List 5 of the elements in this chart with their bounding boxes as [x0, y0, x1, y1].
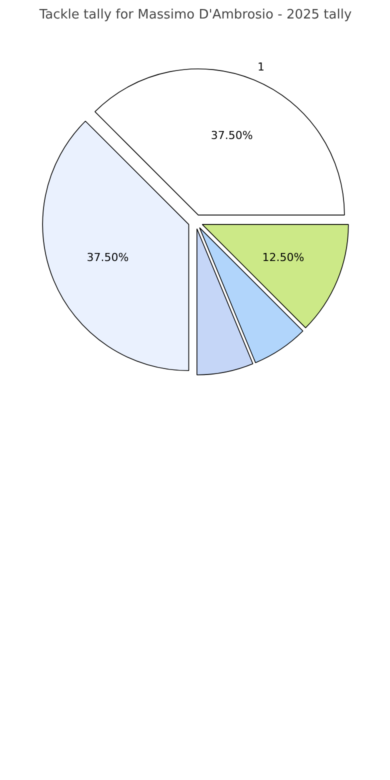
chart-title: Tackle tally for Massimo D'Ambrosio - 2025 tally: [38, 8, 352, 22]
data-label: 37.50%: [210, 128, 253, 142]
slice-label: 1: [257, 60, 264, 74]
data-label: 37.50%: [86, 250, 129, 264]
data-label: 12.50%: [262, 250, 304, 264]
